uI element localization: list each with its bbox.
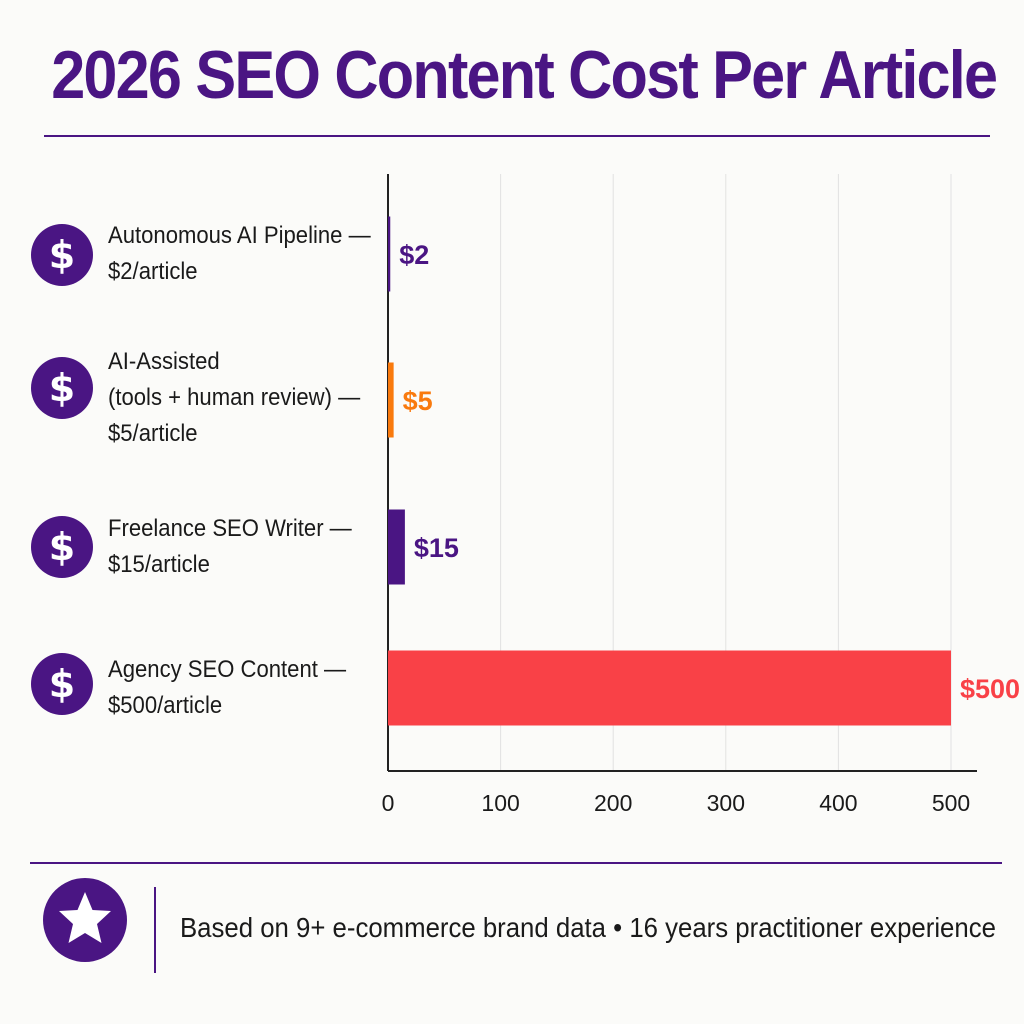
svg-text:$: $ — [49, 366, 75, 410]
bar — [388, 216, 391, 292]
svg-text:$: $ — [49, 662, 75, 706]
value-label: $500 — [960, 674, 1020, 704]
category-label: Freelance SEO Writer — $15/article — [108, 515, 352, 578]
footer-text: Based on 9+ e-commerce brand data • 16 y… — [180, 912, 996, 943]
bar — [388, 362, 394, 438]
value-label: $5 — [403, 386, 433, 416]
bar — [388, 509, 405, 585]
dollar-icon: $ — [31, 653, 93, 715]
svg-text:$: $ — [49, 525, 75, 569]
bar-chart: 0 100 200 300 400 500 $2 $5 $15 $500 $ $ $ $ — [31, 174, 1020, 816]
footer-separator — [154, 887, 156, 973]
dollar-icon: $ — [31, 357, 93, 419]
category-label: Autonomous AI Pipeline — $2/article — [108, 222, 371, 285]
svg-text:$: $ — [49, 233, 75, 277]
star-icon — [43, 878, 127, 962]
dollar-icon: $ — [31, 224, 93, 286]
category-label: Agency SEO Content — $500/article — [108, 656, 347, 719]
x-tick-label: 200 — [594, 790, 632, 816]
value-label: $15 — [414, 533, 459, 563]
footer-divider — [30, 862, 1002, 864]
x-tick-label: 400 — [819, 790, 857, 816]
category-label: AI-Assisted (tools + human review) — $5/… — [108, 348, 361, 447]
dollar-icon: $ — [31, 516, 93, 578]
x-tick-label: 0 — [382, 790, 395, 816]
x-tick-label: 100 — [481, 790, 519, 816]
chart-title: 2026 SEO Content Cost Per Article — [51, 37, 998, 113]
bar — [388, 650, 951, 726]
x-tick-label: 500 — [932, 790, 970, 816]
title-divider — [44, 135, 990, 137]
x-tick-label: 300 — [707, 790, 745, 816]
value-label: $2 — [399, 240, 429, 270]
